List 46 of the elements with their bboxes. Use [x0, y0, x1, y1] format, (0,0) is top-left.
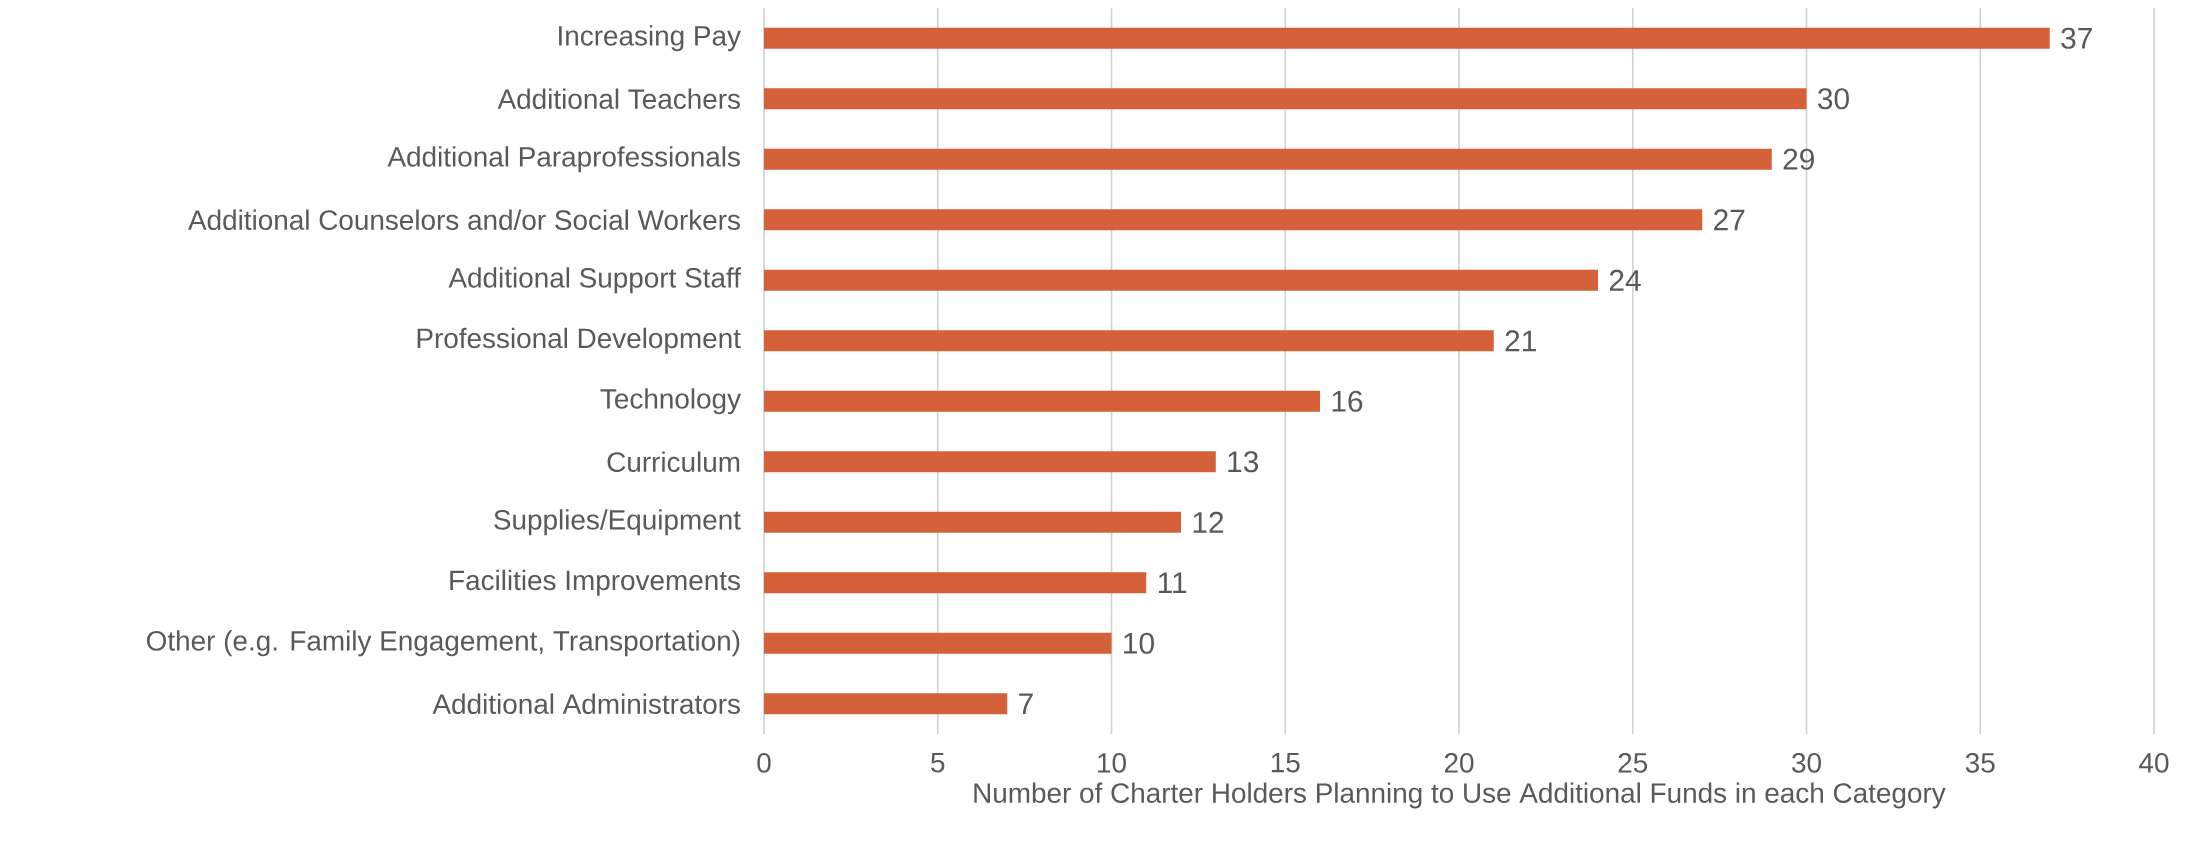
- bar: [764, 269, 1599, 291]
- bar: [764, 390, 1321, 412]
- y-tick-label: Additional Counselors and/or Social Workers: [188, 209, 740, 231]
- bar: [764, 88, 1807, 110]
- bar: [764, 451, 1216, 473]
- y-tick-label: Professional Development: [417, 327, 741, 354]
- x-tick-label: 40: [2139, 752, 2169, 773]
- x-tick-label: 25: [1618, 752, 1648, 773]
- data-label: 12: [1193, 511, 1224, 533]
- data-label: 30: [1817, 88, 1849, 110]
- bar: [764, 209, 1703, 231]
- bar: [764, 572, 1147, 594]
- x-tick-label: 0: [757, 752, 771, 773]
- bar: [764, 27, 2050, 49]
- y-tick-label: Technology: [600, 388, 741, 415]
- bar: [764, 330, 1494, 352]
- data-label: 29: [1783, 148, 1814, 170]
- y-tick-label: Additional Paraprofessionals: [387, 146, 740, 173]
- data-label: 24: [1609, 269, 1641, 291]
- x-axis-title: Number of Charter Holders Planning to Use Additional Funds in each Category: [974, 782, 1946, 809]
- bar: [764, 148, 1772, 170]
- bar: [764, 693, 1008, 715]
- data-label: 37: [2061, 27, 2092, 49]
- y-tick-label: Other (e.g. Family Engagement, Transportation): [146, 630, 740, 657]
- x-tick-label: 15: [1271, 753, 1300, 773]
- x-tick-label: 30: [1792, 752, 1821, 773]
- data-label: 21: [1505, 330, 1536, 352]
- y-tick-label: Increasing Pay: [559, 25, 741, 52]
- x-tick-label: 5: [931, 753, 945, 773]
- data-label: 27: [1714, 209, 1745, 231]
- data-label: 13: [1228, 451, 1259, 473]
- bar: [764, 632, 1112, 654]
- data-label: 7: [1019, 693, 1033, 715]
- x-tick-label: 20: [1444, 752, 1474, 773]
- data-label: 16: [1332, 390, 1363, 412]
- x-tick-label: 10: [1098, 752, 1126, 773]
- data-label: 10: [1124, 632, 1154, 654]
- y-tick-label: Supplies/Equipment: [494, 509, 741, 536]
- y-tick-label: Additional Administrators: [432, 693, 740, 715]
- y-tick-label: Additional Teachers: [497, 88, 740, 110]
- x-tick-label: 35: [1965, 752, 1995, 773]
- bar: [764, 511, 1182, 533]
- y-tick-label: Additional Support Staff: [448, 267, 742, 294]
- y-tick-label: Facilities Improvements: [450, 569, 740, 596]
- y-tick-label: Curriculum: [607, 451, 740, 473]
- data-label: 11: [1158, 572, 1187, 594]
